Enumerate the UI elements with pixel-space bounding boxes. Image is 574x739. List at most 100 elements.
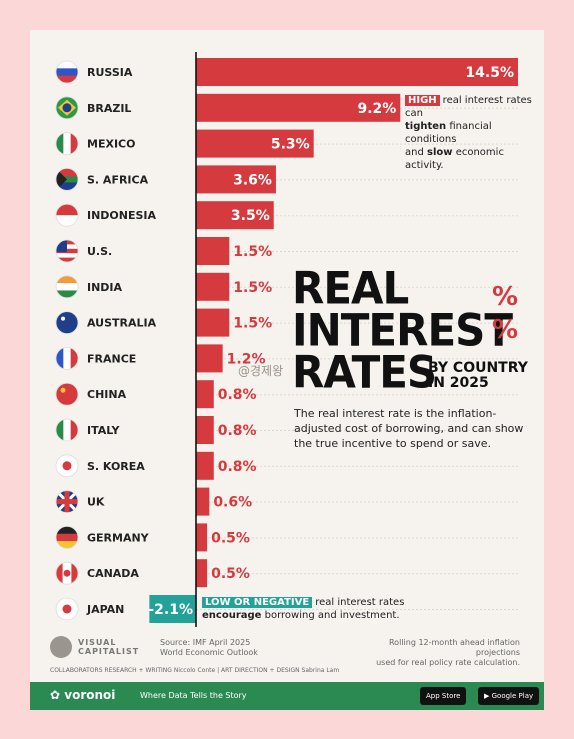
bar (196, 272, 230, 301)
brand-name: VISUAL CAPITALIST (78, 638, 140, 656)
app-store-button[interactable]: App Store (420, 687, 467, 705)
voronoi-logo: ✿ voronoi (50, 688, 116, 702)
china-flag-icon-star (60, 387, 66, 393)
bar (196, 451, 214, 480)
percent-icon-2: % (492, 315, 519, 345)
google-play-button[interactable]: ▶ Google Play (478, 687, 540, 705)
us-flag-icon-stripe (56, 257, 78, 262)
south-korea-flag-icon (55, 454, 79, 478)
france-flag-icon-stripe (70, 347, 78, 370)
category-label: AUSTRALIA (87, 317, 157, 330)
germany-flag-icon-stripe (56, 541, 78, 549)
us-flag-icon-canton (56, 240, 67, 253)
value-label: -2.1% (148, 602, 193, 618)
value-label: 0.8% (218, 459, 257, 475)
bar (196, 487, 210, 516)
uk-flag-icon-hcross (56, 499, 78, 505)
category-label: INDIA (87, 281, 123, 294)
south-africa-flag-icon-bottom (56, 179, 78, 191)
bar-chart: RUSSIA 14.5% BRAZIL 9.2% MEXICO 5.3% S. AFRICA… (55, 52, 520, 627)
brazil-flag-icon-body (56, 96, 78, 119)
brazil-flag-icon (55, 96, 79, 120)
category-label: INDONESIA (87, 209, 157, 222)
canada-flag-icon (55, 561, 79, 585)
russia-flag-icon-stripe (56, 75, 78, 83)
indonesia-flag-icon-body (56, 204, 78, 227)
indonesia-flag-icon-rim (55, 203, 79, 227)
canada-flag-icon-stripe (71, 562, 78, 585)
title-line2: INTEREST (292, 304, 513, 357)
bar (196, 523, 208, 552)
bar (196, 308, 230, 337)
australia-flag-icon-body (56, 311, 78, 334)
france-flag-icon-rim (55, 346, 79, 370)
japan-flag-icon-body (56, 598, 78, 620)
bar (196, 58, 518, 86)
title-line3: RATES (292, 346, 437, 399)
india-flag-icon-stripe (56, 290, 78, 298)
category-label: S. AFRICA (87, 173, 149, 186)
india-flag-icon-rim (55, 275, 79, 299)
india-flag-icon-body (56, 275, 78, 298)
category-label: CANADA (87, 567, 139, 580)
us-flag-icon-rim (55, 239, 79, 263)
mexico-flag-icon-stripe (70, 132, 78, 155)
infographic-card: RUSSIA 14.5% BRAZIL 9.2% MEXICO 5.3% S. AFRICA… (30, 30, 544, 710)
bar (196, 93, 401, 122)
bar (196, 201, 274, 230)
watermark: @경제왕 (238, 364, 284, 378)
indonesia-flag-icon-stripe (56, 204, 78, 216)
brazil-flag-icon-rim (55, 96, 79, 120)
value-label: 9.2% (357, 101, 396, 117)
value-label: 1.5% (233, 316, 272, 332)
south-korea-flag-icon-rim (55, 454, 79, 478)
south-korea-flag-icon-body (56, 454, 78, 477)
value-label: 14.5% (465, 65, 514, 81)
bar (196, 380, 214, 409)
brazil-flag-icon-globe (62, 103, 72, 113)
russia-flag-icon-body (56, 61, 78, 83)
italy-flag-icon-stripe (70, 419, 78, 441)
mexico-flag-icon-rim (55, 132, 79, 155)
bar (149, 595, 196, 623)
value-label: 3.5% (231, 208, 270, 224)
annotation-high: HIGH real interest rates can tighten fina… (405, 95, 532, 171)
source: Source: IMF April 2025 World Economic Out… (160, 638, 258, 657)
south-africa-flag-icon (55, 167, 79, 191)
value-label: 0.8% (218, 423, 257, 439)
us-flag-icon (55, 239, 79, 263)
value-label: 0.6% (213, 495, 252, 511)
italy-flag-icon-rim (55, 418, 79, 442)
value-label: 3.6% (233, 172, 272, 188)
value-label: 0.5% (211, 566, 250, 582)
description: The real interest rate is the inflation-… (294, 407, 524, 450)
south-africa-flag-icon-triangle (56, 168, 67, 191)
note: Rolling 12-month ahead inflation project… (376, 638, 520, 667)
france-flag-icon-stripe (63, 347, 72, 370)
germany-flag-icon (55, 525, 79, 549)
category-label: S. KOREA (87, 460, 145, 473)
bar (196, 416, 214, 444)
category-label: JAPAN (86, 603, 124, 616)
south-africa-flag-icon-rim (55, 167, 79, 191)
japan-flag-icon-rim (55, 597, 79, 621)
category-label: U.S. (87, 245, 112, 258)
value-label: 1.5% (233, 280, 272, 296)
category-label: GERMANY (87, 531, 150, 544)
australia-flag-icon-field (56, 311, 78, 334)
china-flag-icon-rim (55, 382, 79, 406)
value-label: 0.5% (211, 530, 250, 546)
tagline: Where Data Tells the Story (140, 691, 247, 700)
canada-flag-icon-body (56, 562, 78, 585)
bar (196, 559, 208, 588)
mexico-flag-icon-stripe (63, 132, 72, 155)
value-label: 5.3% (271, 137, 310, 153)
category-label: FRANCE (87, 352, 136, 365)
bar (196, 344, 223, 373)
uk-flag-icon-rim (55, 490, 79, 514)
subtitle: BY COUNTRY IN 2025 (428, 360, 528, 391)
category-label: RUSSIA (87, 66, 133, 79)
china-flag-icon (55, 382, 79, 406)
france-flag-icon-stripe (56, 347, 64, 370)
mexico-flag-icon-stripe (56, 132, 64, 155)
